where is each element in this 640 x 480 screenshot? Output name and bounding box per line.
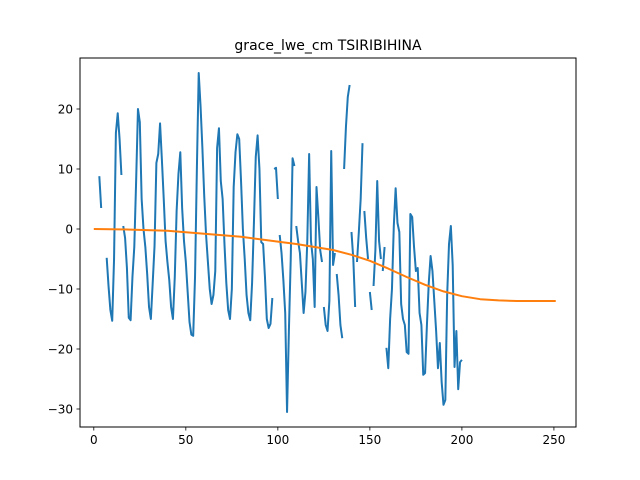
series-line-2	[93, 228, 556, 302]
tick-layer: 0 50 100 150 200 250 −30 −20 −10 0 10 20	[48, 102, 566, 447]
y-tick-label: 20	[58, 102, 73, 116]
x-tick-label: 50	[178, 433, 193, 447]
x-tick-label: 0	[90, 433, 98, 447]
chart-title: grace_lwe_cm TSIRIBIHINA	[234, 38, 422, 54]
y-tick-label: −30	[48, 402, 73, 416]
y-tick-label: −20	[48, 342, 73, 356]
y-tick-label: 10	[58, 162, 73, 176]
plot-frame	[79, 57, 577, 428]
x-tick-label: 200	[450, 433, 473, 447]
x-tick-label: 150	[358, 433, 381, 447]
x-tick-label: 250	[542, 433, 565, 447]
series-line-1	[98, 72, 463, 413]
y-tick-label: 0	[65, 222, 73, 236]
x-tick-label: 100	[266, 433, 289, 447]
y-tick-label: −10	[48, 282, 73, 296]
series-layer	[93, 72, 556, 413]
